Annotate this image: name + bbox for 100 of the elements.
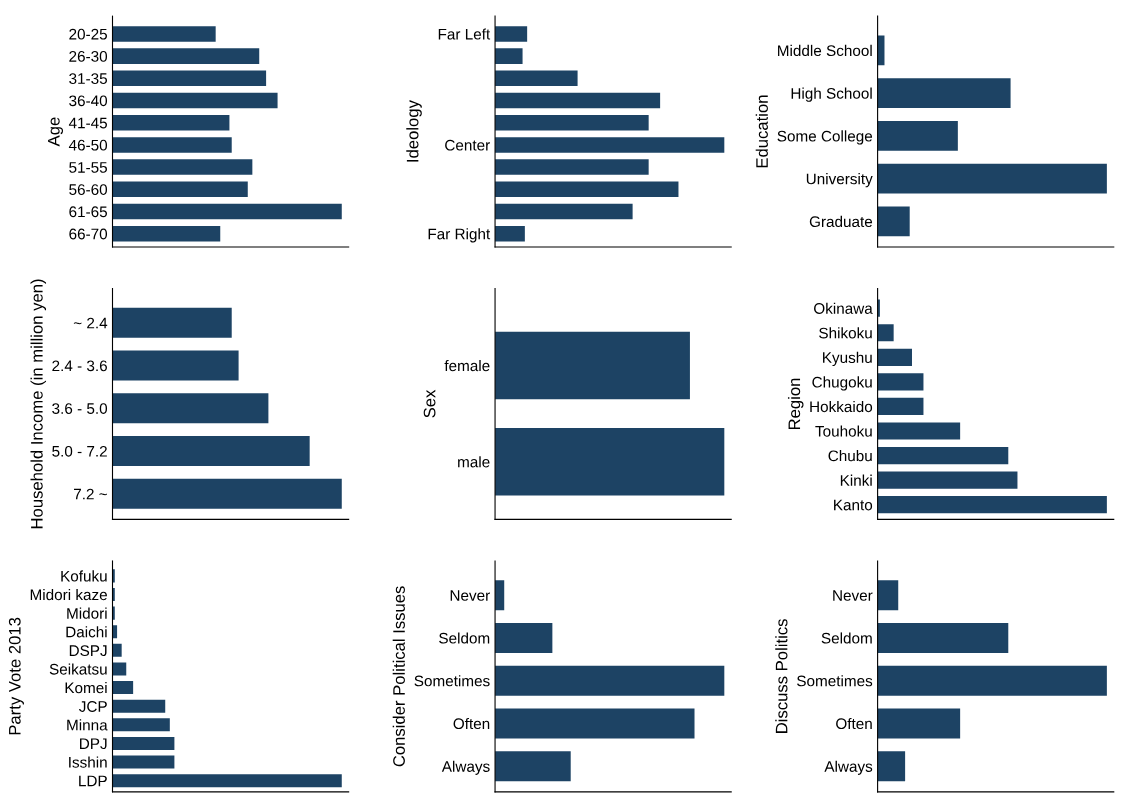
bar [877,751,906,782]
y-tick-label: Kofuku [61,570,107,582]
y-tick-label: Kanto [834,499,873,511]
bar [112,92,278,109]
y-tick-label: Komei [65,682,107,694]
y-tick-label: 2.4 - 3.6 [52,360,107,372]
bar [495,665,725,696]
y-tick-label: male [458,456,490,468]
y-tick-label: JCP [79,701,107,712]
bar [112,755,175,769]
bar [877,373,924,391]
bar [877,120,958,151]
bar [112,350,239,381]
y-tick-label: Minna [67,719,108,731]
bar [112,393,269,424]
y-tick-label: Kinki [840,474,872,486]
bar [877,496,1107,514]
y-tick-label: 36-40 [69,95,108,107]
bar [112,225,221,242]
y-tick-label: LDP [79,775,107,787]
bar [112,307,232,338]
y-axis-title: Sex [423,389,436,418]
bar [112,137,232,153]
y-tick-label: Seikatsu [49,663,107,675]
bar [877,422,961,440]
y-tick-label: DSPJ [69,645,107,657]
bar [877,348,912,366]
bar [495,114,649,131]
bar [112,478,342,509]
y-tick-label: Midori [67,607,107,619]
bar [112,159,253,175]
y-tick-label: Often [453,717,490,730]
y-tick-label: Some College [777,130,873,145]
bar [495,708,695,739]
y-tick-label: Sometimes [414,675,490,687]
y-tick-label: Far Right [428,228,491,243]
bar [112,699,166,713]
y-tick-label: Never [833,590,873,601]
bar [112,774,342,788]
y-tick-label: 26-30 [69,50,108,62]
y-tick-label: Touhoku [815,425,872,437]
y-axis-title: Consider Political Issues [392,586,405,767]
bar [877,324,894,342]
bar [112,70,267,87]
bar [112,736,175,750]
y-tick-label: Kyushu [823,351,872,367]
y-tick-label: Daichi [66,626,107,638]
bar [495,70,578,87]
bar [112,718,170,732]
bar [112,203,342,220]
y-tick-label: Sometimes [797,675,873,687]
bar [112,643,122,657]
bar [495,48,523,64]
bar [112,48,260,64]
y-tick-label: Chubu [828,450,872,462]
y-tick-label: Seldom [821,632,872,644]
y-tick-label: Always [441,760,490,775]
bar [495,92,661,109]
y-tick-label: Center [445,139,490,151]
y-tick-label: Never [450,590,490,601]
y-tick-label: 61-65 [69,206,107,218]
bar [877,471,1018,489]
y-tick-label: 56-60 [69,184,108,195]
bar [877,206,910,237]
y-tick-label: female [444,359,490,372]
y-axis-title: Party Vote 2013 [8,617,24,735]
bar [877,580,899,611]
bar [112,181,248,198]
y-tick-label: Far Left [438,28,491,40]
y-tick-label: Middle School [778,44,872,57]
y-tick-label: Often [836,717,872,730]
bar [495,26,528,42]
bar [112,114,230,131]
bar [495,159,649,175]
y-axis-title: Education [755,95,768,168]
y-tick-label: 66-70 [69,228,108,240]
y-tick-label: Okinawa [814,302,873,314]
y-tick-label: University [806,173,873,188]
y-tick-label: 41-45 [68,117,107,129]
bar [495,622,553,653]
bar [495,225,525,242]
bar [877,622,1009,653]
y-tick-label: Seldom [439,632,490,644]
bar [877,446,1009,465]
y-tick-label: 3.6 - 5.0 [52,403,108,414]
y-axis-title: Discuss Politics [775,619,788,733]
y-tick-label: 46-50 [68,139,108,151]
y-tick-label: High School [791,87,872,102]
bar [877,397,924,416]
y-tick-label: 31-35 [69,73,107,84]
y-axis-title: Age [48,117,64,147]
y-tick-label: 51-55 [69,162,107,173]
bar [495,181,679,198]
y-tick-label: 5.0 - 7.2 [52,445,107,457]
bar [877,665,1107,696]
y-tick-label: Hokkaido [810,400,873,413]
bar [877,163,1107,194]
y-tick-label: 7.2 ~ [74,488,107,500]
y-tick-label: Shikoku [819,327,872,339]
bar [112,26,216,42]
